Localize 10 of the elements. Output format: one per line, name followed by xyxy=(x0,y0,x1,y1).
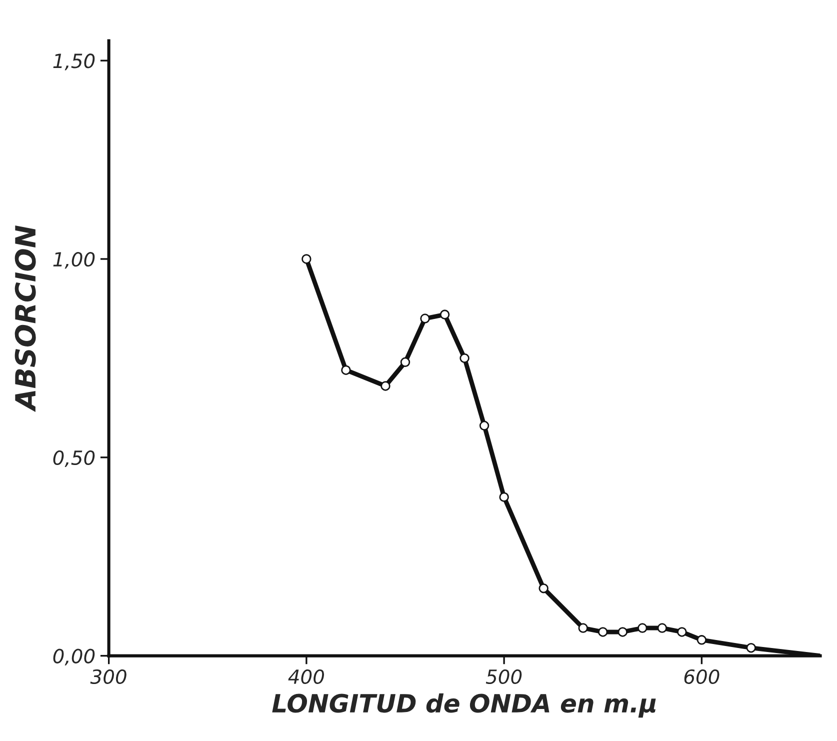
x-tick-label: 300 xyxy=(90,669,126,684)
y-tick-label: 0,00 xyxy=(53,648,95,666)
x-tick-label: 500 xyxy=(486,669,522,684)
x-tick-label: 400 xyxy=(288,669,324,684)
y-tick-label: 0,50 xyxy=(53,450,95,468)
y-tick-label: 1,50 xyxy=(53,54,95,70)
y-tick-label: 1,00 xyxy=(53,252,95,269)
y-axis-title: ABSORCION xyxy=(14,225,36,412)
x-tick-label: 600 xyxy=(684,669,720,684)
x-axis-title: LONGITUD de ONDA en m.μ xyxy=(272,693,656,718)
